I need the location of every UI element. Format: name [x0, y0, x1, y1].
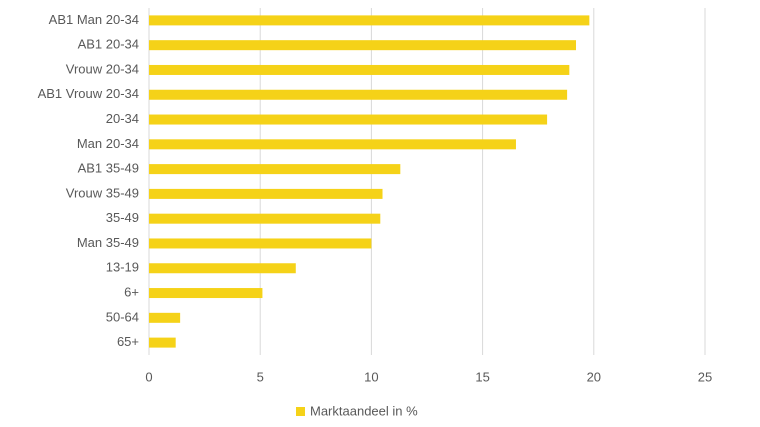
- y-tick-label: 50-64: [106, 309, 139, 324]
- bar: [149, 139, 516, 150]
- bar: [149, 263, 296, 274]
- legend-swatch: [296, 407, 305, 416]
- x-tick-label: 10: [364, 369, 378, 384]
- bar: [149, 89, 568, 100]
- y-tick-label: Man 35-49: [77, 235, 139, 250]
- bar: [149, 213, 381, 224]
- bar: [149, 288, 263, 299]
- y-tick-label: Vrouw 20-34: [66, 61, 139, 76]
- y-tick-label: 35-49: [106, 210, 139, 225]
- y-tick-label: Vrouw 35-49: [66, 185, 139, 200]
- bar: [149, 15, 590, 26]
- x-tick-label: 0: [145, 369, 152, 384]
- y-tick-label: 6+: [124, 284, 139, 299]
- bar: [149, 188, 383, 199]
- y-tick-label: Man 20-34: [77, 136, 139, 151]
- bar: [149, 312, 181, 323]
- bar: [149, 40, 577, 51]
- x-tick-label: 15: [475, 369, 489, 384]
- y-tick-label: AB1 Vrouw 20-34: [38, 86, 139, 101]
- y-tick-label: AB1 Man 20-34: [49, 12, 139, 27]
- bar: [149, 238, 372, 249]
- y-tick-label: AB1 20-34: [78, 37, 139, 52]
- bar: [149, 164, 401, 175]
- bar: [149, 337, 176, 348]
- y-tick-label: 65+: [117, 334, 139, 349]
- x-tick-label: 20: [587, 369, 601, 384]
- y-tick-label: AB1 35-49: [78, 161, 139, 176]
- x-tick-label: 5: [257, 369, 264, 384]
- legend-label: Marktaandeel in %: [310, 403, 418, 418]
- y-tick-label: 13-19: [106, 260, 139, 275]
- bar: [149, 114, 548, 125]
- bar: [149, 64, 570, 75]
- x-tick-label: 25: [698, 369, 712, 384]
- y-tick-label: 20-34: [106, 111, 139, 126]
